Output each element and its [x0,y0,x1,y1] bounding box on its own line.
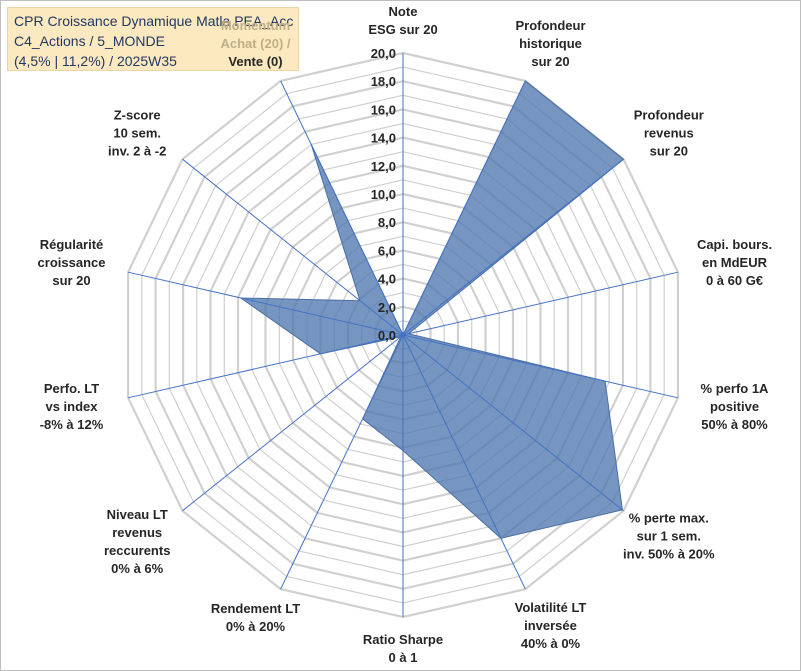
axis-label: inv. 50% à 20% [623,546,715,561]
chart-title-line-2: C4_Actions / 5_MONDE [14,33,165,49]
axis-label: revenus [644,126,694,141]
axis-spoke [127,271,404,336]
axis-label: Volatilité LT [515,600,587,615]
axis-label: Note [389,4,418,19]
axis-label: inversée [524,618,577,633]
axis-spoke [182,334,404,512]
r-tick-label: 4,0 [378,272,396,287]
axis-label: Vente (0) [228,54,282,69]
axis-spoke [402,334,624,512]
r-tick-label: 14,0 [371,131,396,146]
axis-label: Profondeur [515,18,585,33]
axis-spoke [182,158,404,336]
axis-spoke [402,334,679,399]
axis-label: 0% à 6% [111,561,163,576]
axis-label: 0 à 1 [389,650,418,665]
axis-label: sur 1 sem. [637,528,701,543]
axis-spoke [280,80,404,336]
axis-label: 40% à 0% [521,636,581,651]
r-tick-label: 18,0 [371,74,396,89]
axis-label: Z-score [114,108,161,123]
axis-label: 50% à 80% [701,417,768,432]
axis-label: Niveau LT [107,507,168,522]
r-tick-label: 20,0 [371,46,396,61]
r-tick-label: 16,0 [371,102,396,117]
axis-spoke [402,271,679,336]
r-tick-label: 0,0 [378,328,396,343]
axis-label: sur 20 [650,144,688,159]
axis-spoke [402,334,526,590]
r-tick-label: 2,0 [378,300,396,315]
axis-label: % perte max. [629,510,709,525]
r-tick-label: 6,0 [378,243,396,258]
r-tick-label: 10,0 [371,187,396,202]
axis-label: positive [710,399,759,414]
chart-title-line-3: (4,5% | 11,2%) / 2025W35 [14,53,177,69]
axis-label: Ratio Sharpe [363,632,443,647]
axis-label: 0% à 20% [226,619,286,634]
axis-label: % perfo 1A [701,381,770,396]
axis-label: 10 sem. [113,126,161,141]
axis-label: Capi. bours. [697,237,772,252]
axis-label: Achat (20) / [220,36,290,51]
axis-label: ESG sur 20 [368,22,437,37]
axis-label: inv. 2 à -2 [108,144,166,159]
axis-label: en MdEUR [702,255,768,270]
axis-label: sur 20 [531,54,569,69]
axis-label: sur 20 [52,273,90,288]
axis-spoke [402,158,624,336]
axis-label: revenus [112,525,162,540]
axis-label: Perfo. LT [44,381,99,396]
axis-label: Momentum [221,18,290,33]
axis-label: Rendement LT [211,601,300,616]
axis-label: croissance [38,255,106,270]
axis-label: Profondeur [634,108,704,123]
axis-spoke [402,80,526,336]
axis-label: 0 à 60 G€ [706,273,763,288]
axis-label: reccurents [104,543,170,558]
axis-label: -8% à 12% [40,417,104,432]
axis-label: Régularité [40,237,104,252]
axis-label: historique [519,36,582,51]
axis-label: vs index [45,399,98,414]
series-area [239,80,625,539]
chart-title-line-1: CPR Croissance Dynamique Matla PEA_Acc [14,13,294,29]
chart-title-box: CPR Croissance Dynamique Matla PEA_Acc C… [7,7,299,71]
axis-spoke [280,334,404,590]
r-tick-label: 12,0 [371,159,396,174]
axis-spoke [127,334,404,399]
r-tick-label: 8,0 [378,215,396,230]
